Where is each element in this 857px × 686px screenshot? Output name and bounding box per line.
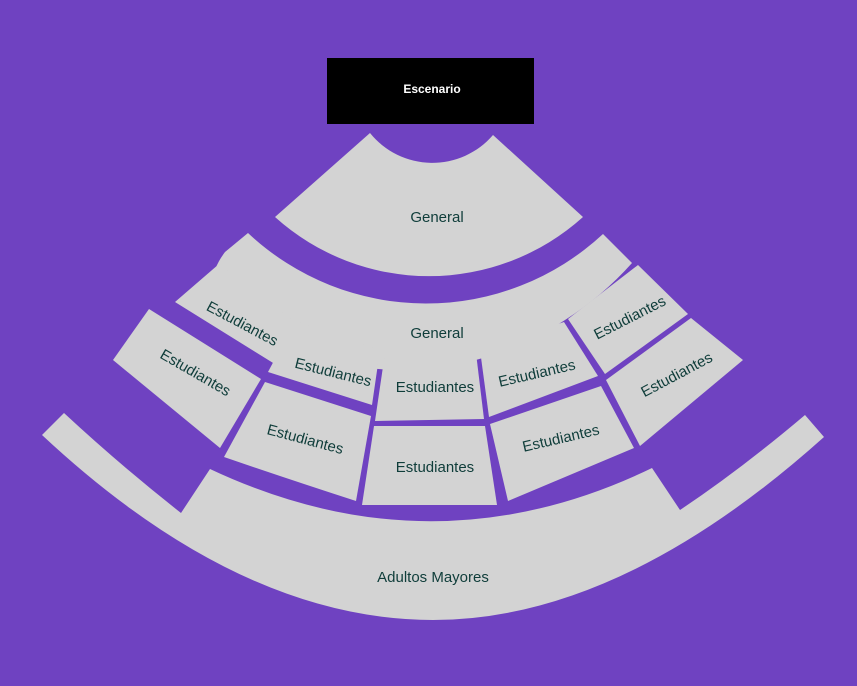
stage-block [327,58,534,124]
section-students-r1-c4[interactable] [480,322,598,417]
section-general-front[interactable] [275,133,583,277]
section-students-r1-c5[interactable] [568,265,688,374]
section-students-r1-c3[interactable] [375,353,484,421]
section-students-r2-c2[interactable] [224,382,371,501]
stage: Escenario [327,58,534,124]
section-students-r1-c2[interactable] [268,321,380,405]
section-students-r2-c4[interactable] [490,386,634,501]
section-students-r2-c3[interactable] [362,426,497,505]
section-students-r2-c5[interactable] [606,318,743,446]
section-students-r1-c1[interactable] [175,264,291,366]
section-seniors[interactable] [42,413,824,620]
stage-label: Escenario [403,82,460,96]
section-students-r2-c1[interactable] [113,309,261,448]
